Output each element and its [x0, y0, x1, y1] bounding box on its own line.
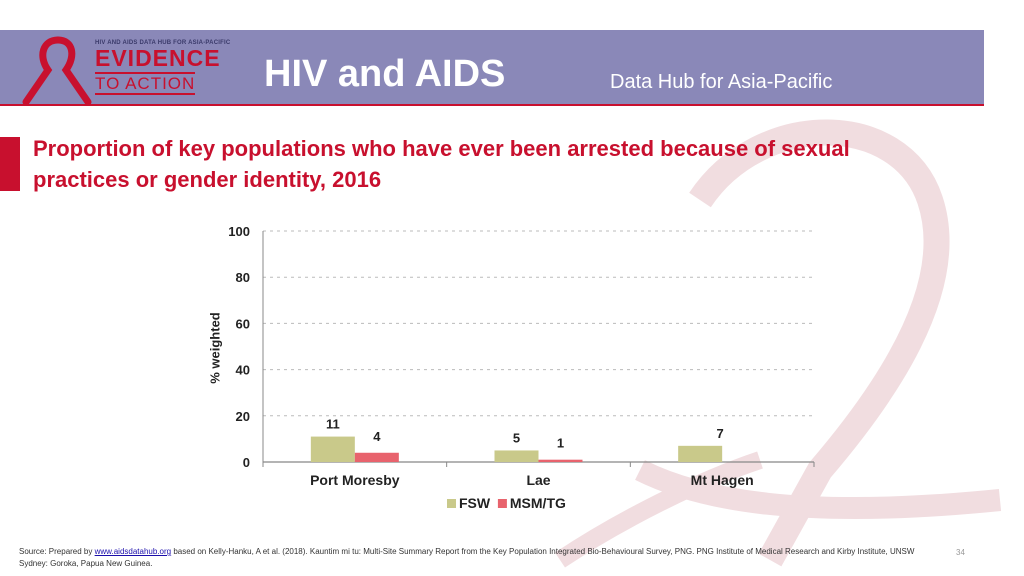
- header-banner: [0, 30, 984, 105]
- data-label: 7: [717, 426, 724, 441]
- source-text: based on Kelly-Hanku, A et al. (2018). K…: [19, 547, 915, 568]
- y-tick-label: 40: [236, 363, 250, 378]
- y-tick-label: 20: [236, 409, 250, 424]
- logo-text-evidence: EVIDENCE: [95, 45, 221, 71]
- legend-label: MSM/TG: [510, 495, 566, 511]
- bar-fsw: [494, 450, 539, 462]
- red-ribbon-logo-icon: [22, 36, 92, 106]
- bar-fsw: [310, 436, 355, 462]
- legend-swatch: [447, 499, 456, 508]
- y-tick-label: 100: [228, 224, 250, 239]
- bar-msm-tg: [354, 452, 399, 462]
- page-number: 34: [956, 548, 965, 557]
- header-title: HIV and AIDS: [264, 53, 506, 95]
- data-label: 5: [513, 430, 520, 445]
- legend-swatch: [497, 499, 507, 508]
- source-prefix: Source: Prepared by: [19, 547, 95, 556]
- y-tick-label: 60: [236, 316, 250, 331]
- header-subtitle: Data Hub for Asia-Pacific: [610, 71, 833, 93]
- y-tick-label: 0: [243, 455, 250, 470]
- data-label: 1: [557, 436, 564, 451]
- bar-fsw: [678, 445, 723, 462]
- title-accent-bar: [0, 137, 20, 191]
- y-tick-label: 80: [236, 270, 250, 285]
- x-tick-label: Lae: [526, 472, 550, 488]
- data-label: 4: [373, 429, 381, 444]
- header-divider: [0, 104, 984, 106]
- bar-msm-tg: [538, 459, 583, 462]
- legend-label: FSW: [459, 495, 491, 511]
- x-tick-label: Mt Hagen: [691, 472, 754, 488]
- data-label: 11: [326, 417, 340, 432]
- logo-text-to-action: TO ACTION: [95, 72, 196, 95]
- chart-title: Proportion of key populations who have e…: [33, 136, 850, 192]
- source-link[interactable]: www.aidsdatahub.org: [94, 547, 172, 556]
- logo-tagline: HIV AND AIDS DATA HUB FOR ASIA-PACIFIC: [95, 40, 231, 46]
- x-tick-label: Port Moresby: [310, 472, 400, 488]
- source-footnote: Source: Prepared by www.aidsdatahub.org …: [19, 546, 919, 570]
